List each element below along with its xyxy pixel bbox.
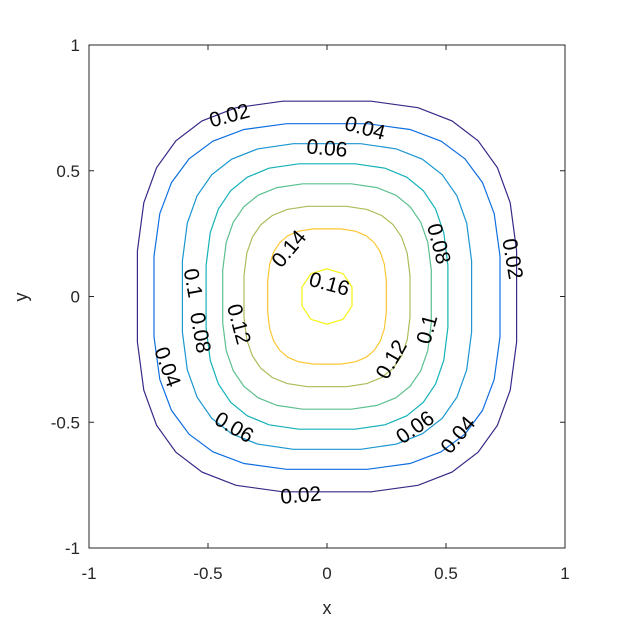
x-ticks: -1 -0.5 0 0.5 1 [81, 45, 570, 583]
y-ticks: -1 -0.5 0 0.5 1 [51, 36, 565, 558]
x-tick-label: -1 [81, 564, 96, 583]
y-tick-label: 1 [71, 36, 80, 55]
contour-label: 0.06 [306, 135, 349, 161]
y-tick-label: 0.5 [56, 162, 80, 181]
contour-level-0-04 [153, 123, 501, 470]
y-tick-label: 0 [71, 288, 80, 307]
contour-level-0-14 [267, 228, 387, 365]
contour-level-0-02 [136, 100, 518, 493]
contour-level-0-06 [181, 143, 473, 450]
x-tick-label: -0.5 [193, 564, 222, 583]
contour-level-0-08 [205, 163, 449, 430]
x-axis-label: x [323, 598, 332, 618]
contour-level-0-12 [243, 205, 411, 388]
contour-label: 0.1 [179, 267, 207, 300]
y-axis-label: y [11, 293, 31, 302]
y-tick-label: -0.5 [51, 413, 80, 432]
x-tick-label: 1 [560, 564, 569, 583]
contour-level-0-1 [222, 183, 432, 410]
x-tick-label: 0.5 [434, 564, 458, 583]
contour-level-0-16 [301, 268, 353, 325]
x-tick-label: 0 [322, 564, 331, 583]
y-tick-label: -1 [65, 539, 80, 558]
contour-label: 0.02 [280, 482, 323, 508]
axes-background [89, 45, 565, 548]
contour-lines [136, 100, 518, 493]
